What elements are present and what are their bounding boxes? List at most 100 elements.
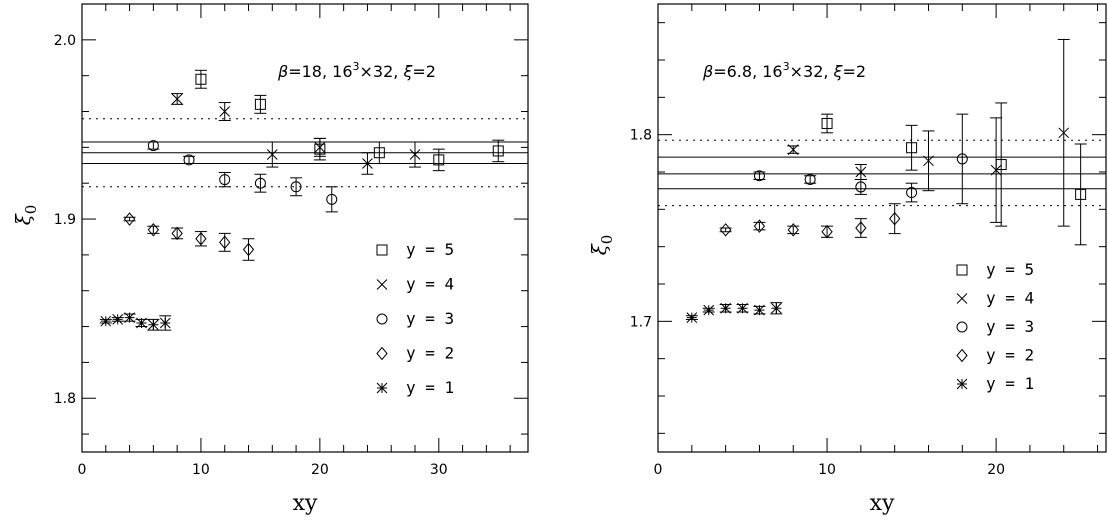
legend-marker bbox=[956, 348, 968, 363]
data-point bbox=[147, 140, 159, 152]
data-point bbox=[686, 312, 698, 323]
x-tick-label: 30 bbox=[430, 462, 448, 478]
data-point bbox=[242, 242, 255, 257]
legend-label: y = 2 bbox=[986, 346, 1034, 365]
data-point bbox=[889, 211, 901, 226]
legend-label: y = 5 bbox=[986, 260, 1034, 279]
data-point bbox=[326, 193, 338, 205]
y-tick-label: 1.8 bbox=[54, 391, 76, 407]
legend-label: y = 2 bbox=[406, 344, 454, 363]
annotation-xi: ξ bbox=[833, 62, 844, 81]
data-point bbox=[753, 219, 766, 233]
data-point bbox=[219, 235, 231, 250]
plot-frame bbox=[81, 3, 529, 453]
y-axis-label-text: ξ0 bbox=[11, 205, 40, 226]
data-point bbox=[100, 315, 112, 327]
data-point bbox=[159, 317, 171, 329]
legend-label: y = 5 bbox=[406, 240, 454, 259]
x-tick-label: 0 bbox=[78, 462, 87, 478]
annotation-beta: β bbox=[277, 62, 288, 81]
series-y-3 bbox=[753, 113, 969, 205]
data-point bbox=[753, 170, 765, 182]
y-axis-label-main: ξ bbox=[587, 243, 611, 255]
y-axis-label: ξ0 bbox=[11, 205, 40, 226]
legend-marker bbox=[376, 346, 388, 361]
y-tick-label: 1.8 bbox=[630, 128, 652, 144]
annotation-lattice-rest: ×32, bbox=[360, 62, 404, 81]
legend-label: y = 4 bbox=[406, 275, 454, 294]
x-axis-label: xy bbox=[293, 491, 318, 516]
data-point bbox=[314, 142, 326, 153]
data-point bbox=[754, 304, 765, 316]
annotation-lattice-rest: ×32, bbox=[790, 62, 834, 81]
data-point bbox=[855, 181, 867, 193]
data-point bbox=[112, 314, 124, 325]
data-point bbox=[219, 106, 231, 117]
data-point bbox=[990, 164, 1002, 176]
data-point bbox=[1058, 127, 1070, 139]
x-tick-label: 10 bbox=[818, 462, 836, 478]
legend-label: y = 3 bbox=[986, 317, 1034, 336]
x-tick-label: 20 bbox=[987, 462, 1005, 478]
data-point bbox=[254, 177, 266, 189]
data-point bbox=[136, 317, 147, 329]
data-point bbox=[124, 312, 135, 323]
series-y-3 bbox=[147, 140, 338, 213]
data-point bbox=[821, 117, 833, 129]
series-y-4 bbox=[171, 93, 422, 175]
data-point bbox=[183, 154, 195, 166]
data-point bbox=[171, 226, 183, 241]
data-point bbox=[906, 142, 918, 154]
data-point bbox=[195, 73, 207, 85]
y-tick-label: 1.7 bbox=[630, 314, 652, 330]
annotation-beta-value: =18, bbox=[288, 62, 332, 81]
data-point bbox=[362, 158, 373, 169]
legend-marker bbox=[376, 279, 388, 290]
series-y-4 bbox=[787, 38, 1070, 227]
data-point bbox=[433, 154, 445, 166]
x-tick-label: 20 bbox=[311, 462, 329, 478]
y-axis-label-main: ξ bbox=[11, 213, 35, 225]
y-axis-label: ξ0 bbox=[587, 235, 616, 256]
data-point bbox=[195, 231, 207, 246]
plot-frame bbox=[657, 3, 1107, 453]
legend-label: y = 3 bbox=[406, 309, 454, 328]
series-y-1 bbox=[99, 312, 172, 331]
data-point bbox=[923, 155, 934, 167]
legend-marker bbox=[376, 244, 388, 256]
legend-label: y = 1 bbox=[406, 378, 454, 397]
y-axis-label-subscript: 0 bbox=[22, 205, 40, 215]
data-point bbox=[737, 302, 748, 314]
data-point bbox=[147, 223, 160, 237]
data-point bbox=[720, 302, 731, 314]
annotation-xi-value: =2 bbox=[412, 62, 436, 81]
data-point bbox=[219, 174, 231, 186]
legend-marker bbox=[956, 378, 968, 390]
y-axis-label-text: ξ0 bbox=[587, 235, 616, 256]
data-point bbox=[373, 147, 385, 159]
annotation-lattice: 16 bbox=[762, 62, 782, 81]
data-point bbox=[123, 212, 136, 226]
series-y-5 bbox=[821, 102, 1087, 246]
data-point bbox=[254, 98, 266, 110]
annotation-beta: β bbox=[702, 62, 713, 81]
data-point bbox=[956, 153, 968, 165]
annotation-beta-value: =6.8, bbox=[713, 62, 762, 81]
x-tick-label: 10 bbox=[192, 462, 210, 478]
series-y-2 bbox=[123, 212, 255, 261]
legend-marker bbox=[376, 313, 388, 325]
x-tick-label: 0 bbox=[654, 462, 663, 478]
series-y-5 bbox=[194, 69, 505, 172]
legend-label: y = 4 bbox=[986, 289, 1034, 308]
legend: y = 5 y = 4 y = 3 y = 2 y = 1 bbox=[956, 260, 1034, 393]
y-axis-label-subscript: 0 bbox=[598, 235, 616, 245]
legend-marker bbox=[376, 382, 388, 394]
data-point bbox=[719, 223, 732, 237]
data-point bbox=[703, 304, 715, 316]
data-point bbox=[855, 221, 867, 235]
annotation-xi: ξ bbox=[402, 62, 413, 81]
y-tick-label: 1.9 bbox=[54, 212, 76, 228]
